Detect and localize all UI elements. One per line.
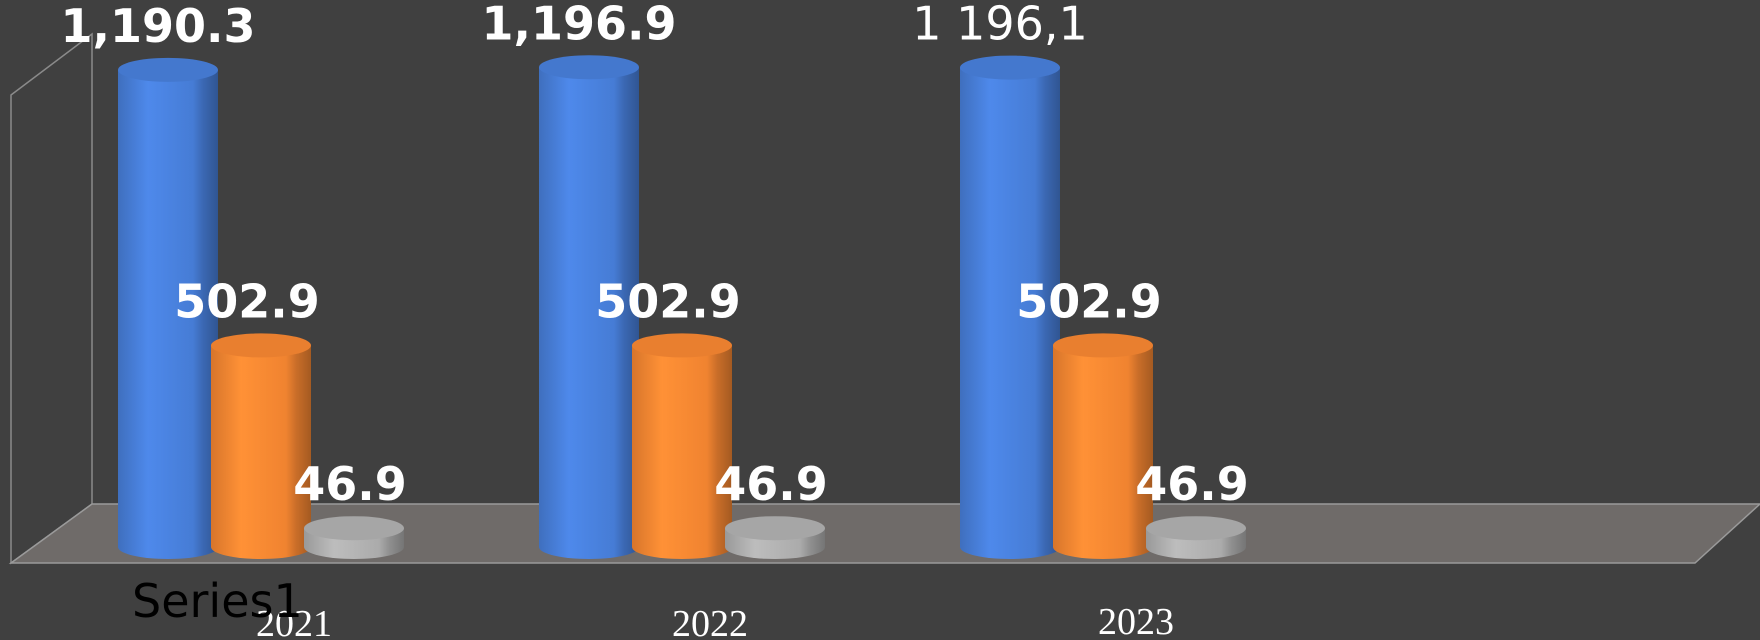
cylinder [539, 55, 639, 559]
value-label: 46.9 [1135, 457, 1249, 511]
cylinder-body [1053, 345, 1153, 559]
cylinder [211, 333, 311, 559]
value-label: 502.9 [1016, 274, 1162, 328]
value-label: 46.9 [293, 457, 407, 511]
back-wall [10, 32, 93, 565]
cylinder [304, 516, 404, 559]
value-label: 1,196.9 [482, 0, 677, 50]
cylinder [725, 516, 825, 559]
x-tick-label: 2022 [672, 603, 748, 640]
annotation: Series1 [132, 574, 303, 628]
cylinder-top [539, 55, 639, 80]
cylinder-top [304, 516, 404, 541]
cylinder-top [1146, 516, 1246, 541]
cylinder-top [1053, 333, 1153, 358]
cylinder [960, 55, 1060, 560]
value-label: 1,190.3 [61, 0, 256, 53]
cylinder-top [118, 57, 218, 82]
value-label: 1 196,1 [912, 0, 1088, 51]
cylinder-top [725, 516, 825, 541]
x-tick-label: 2021 [256, 603, 332, 640]
cylinder-top [632, 333, 732, 358]
cylinder [1146, 516, 1246, 559]
cylinder-body [118, 69, 218, 559]
cylinder [632, 333, 732, 559]
cylinder-body [632, 345, 732, 559]
cylinder [118, 57, 218, 559]
value-label: 502.9 [174, 274, 320, 328]
value-label: 502.9 [595, 274, 741, 328]
cylinder-body [211, 345, 311, 559]
cylinder [1053, 333, 1153, 559]
floor [8, 503, 1760, 564]
x-tick-label: 2023 [1098, 601, 1174, 640]
value-label: 46.9 [714, 457, 828, 511]
cylinder-top [211, 333, 311, 358]
cylinder-body [539, 67, 639, 559]
cylinder-top [960, 55, 1060, 80]
cylinder-body [960, 67, 1060, 560]
